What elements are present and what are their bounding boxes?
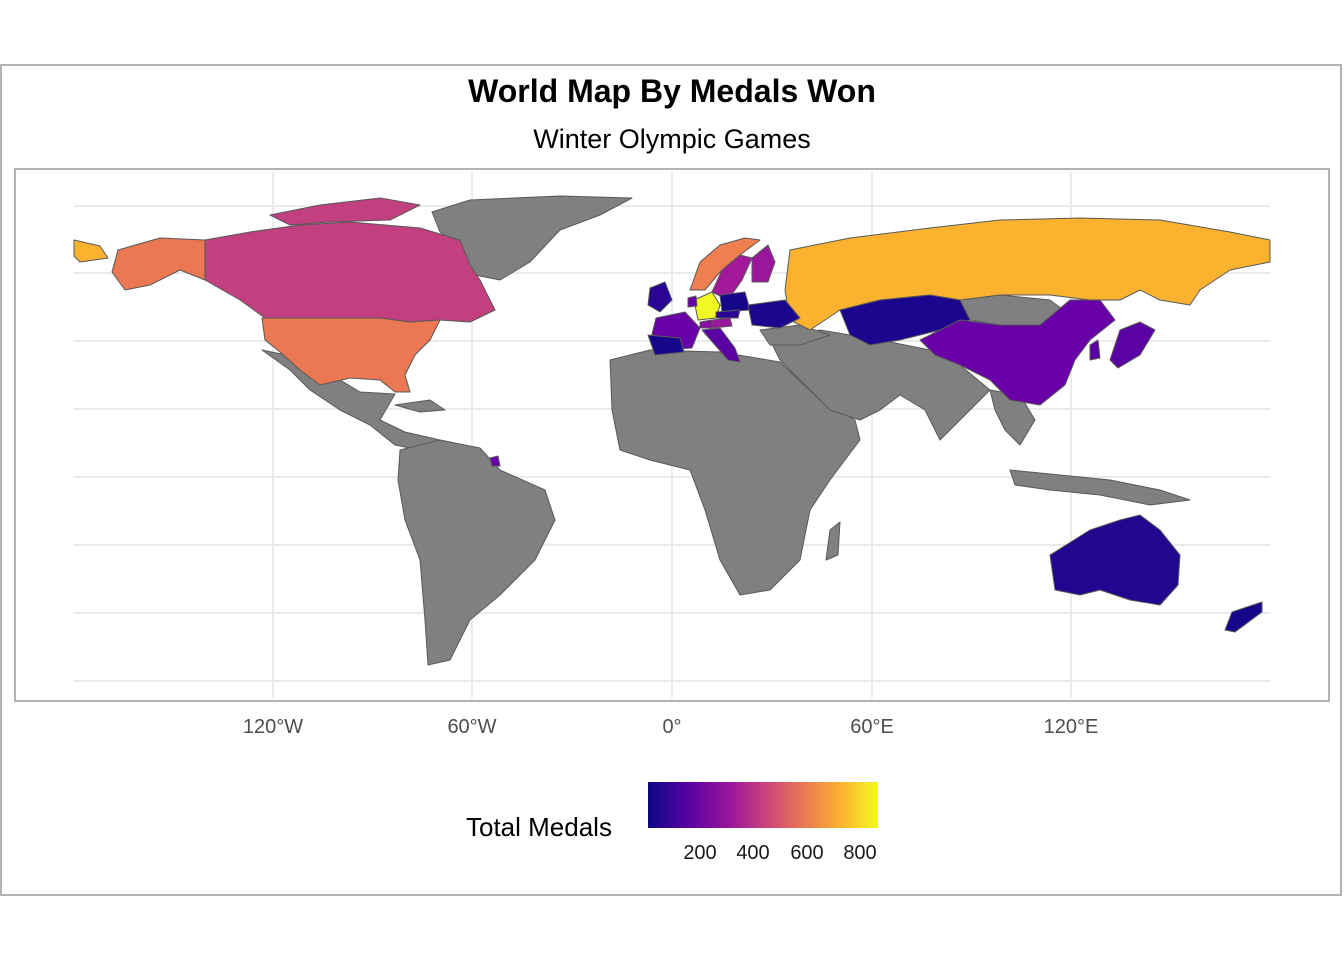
x-tick-60w: 60°W <box>447 716 497 738</box>
map-title: World Map By Medals Won <box>468 73 876 109</box>
legend-title: Total Medals <box>466 812 612 842</box>
x-tick-0: 0° <box>662 716 682 738</box>
country-china <box>919 299 1116 406</box>
country-italy <box>701 327 741 363</box>
country-australia <box>1049 514 1181 606</box>
country-finland <box>751 244 776 283</box>
country-alaska <box>111 237 206 291</box>
country-ukraine <box>747 299 801 329</box>
country-caribbean <box>394 399 446 413</box>
country-south-america <box>397 439 556 666</box>
legend-tick-400: 400 <box>736 842 770 864</box>
country-netherlands <box>687 295 698 308</box>
country-spain <box>647 334 685 356</box>
country-indonesia <box>1009 469 1191 506</box>
country-united-states <box>261 317 441 393</box>
country-canada <box>269 197 421 226</box>
landmass <box>73 195 1271 666</box>
country-new-zealand <box>1224 601 1263 633</box>
legend-colorbar <box>648 782 878 828</box>
country-austria <box>711 317 733 329</box>
x-tick-60e: 60°E <box>850 716 894 738</box>
country-africa <box>609 349 861 596</box>
country-switzerland <box>699 319 713 329</box>
country-south-korea <box>1089 339 1101 361</box>
country-norway <box>689 237 761 291</box>
country-japan <box>1109 321 1156 369</box>
country-middle-east-south-asia <box>769 329 991 441</box>
country-czechia <box>715 309 741 319</box>
country-balkans-turkey <box>759 324 831 346</box>
map-panel <box>14 168 1330 702</box>
legend-tick-200: 200 <box>683 842 717 864</box>
country-french-guiana <box>489 455 501 467</box>
plot-frame <box>0 64 1342 896</box>
country-russia <box>73 239 109 263</box>
country-canada <box>204 221 496 323</box>
legend-tick-600: 600 <box>790 842 824 864</box>
legend-tick-800: 800 <box>843 842 877 864</box>
x-tick-120w: 120°W <box>242 716 304 738</box>
country-poland <box>719 291 751 313</box>
map-subtitle: Winter Olympic Games <box>533 124 811 154</box>
country-madagascar <box>825 521 841 561</box>
country-united-kingdom <box>647 281 673 313</box>
x-tick-120e: 120°E <box>1043 716 1099 738</box>
